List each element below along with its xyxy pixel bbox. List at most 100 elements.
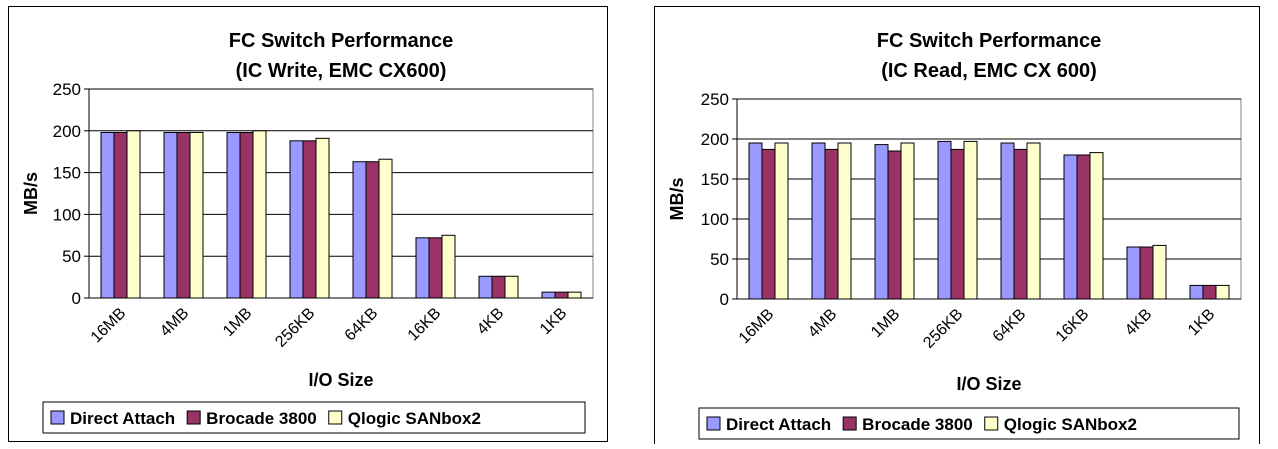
x-tick-label: 256KB: [920, 306, 966, 352]
x-tick-label: 16KB: [405, 305, 445, 345]
legend-label: Qlogic SANbox2: [348, 409, 481, 428]
legend-label: Direct Attach: [70, 409, 175, 428]
chart-write-svg: FC Switch Performance (IC Write, EMC CX60…: [21, 30, 594, 434]
chart-subtitle: (IC Read, EMC CX 600): [881, 60, 1097, 82]
legend-label: Brocade 3800: [206, 409, 317, 428]
bar-qlogic-sanbox2: [1089, 152, 1104, 300]
chart-read-svg: FC Switch Performance (IC Read, EMC CX 60…: [667, 30, 1242, 440]
y-tick-label: 50: [62, 247, 81, 266]
bar-qlogic-sanbox2: [189, 131, 204, 299]
bar-brocade-3800: [950, 148, 965, 300]
bar-brocade-3800: [1202, 284, 1217, 300]
bar-brocade-3800: [176, 131, 191, 299]
x-tick-label: 64KB: [342, 305, 382, 345]
x-axis-title: I/O Size: [956, 374, 1021, 394]
x-tick-label: 1KB: [1185, 306, 1218, 339]
legend-swatch: [706, 416, 721, 431]
chart-panel-right: FC Switch Performance (IC Read, EMC CX 60…: [654, 6, 1260, 444]
legend-swatch: [984, 416, 999, 431]
y-tick-label: 100: [701, 210, 729, 229]
bar-qlogic-sanbox2: [315, 137, 330, 299]
bar-direct-attach: [100, 131, 115, 299]
bar-direct-attach: [748, 142, 763, 300]
bar-qlogic-sanbox2: [378, 158, 393, 299]
bar-qlogic-sanbox2: [1152, 244, 1167, 300]
bar-qlogic-sanbox2: [567, 291, 582, 299]
y-tick-label: 0: [72, 289, 81, 308]
y-tick-label: 200: [53, 122, 81, 141]
x-tick-label: 16KB: [1053, 306, 1093, 346]
legend-swatch: [842, 416, 857, 431]
y-tick-label: 100: [53, 205, 81, 224]
x-tick-label: 16MB: [88, 305, 130, 347]
legend-label: Direct Attach: [726, 415, 831, 434]
bar-brocade-3800: [554, 291, 569, 299]
bar-direct-attach: [937, 140, 952, 300]
bar-direct-attach: [478, 275, 493, 299]
bar-qlogic-sanbox2: [963, 140, 978, 300]
bar-brocade-3800: [239, 131, 254, 299]
bar-qlogic-sanbox2: [504, 275, 519, 299]
legend-swatch: [50, 410, 65, 425]
legend-swatch: [328, 410, 343, 425]
bar-qlogic-sanbox2: [252, 130, 267, 299]
legend-box: [42, 401, 586, 434]
x-tick-label: 4MB: [157, 305, 192, 340]
bar-qlogic-sanbox2: [774, 142, 789, 300]
bar-qlogic-sanbox2: [1026, 142, 1041, 300]
x-tick-label: 4KB: [1122, 306, 1155, 339]
bar-direct-attach: [1063, 154, 1078, 300]
x-tick-label: 256KB: [272, 305, 318, 351]
x-tick-label: 16MB: [736, 306, 778, 348]
bar-direct-attach: [1000, 142, 1015, 300]
x-axis-title: I/O Size: [308, 370, 373, 390]
bar-qlogic-sanbox2: [837, 142, 852, 300]
bar-direct-attach: [1126, 246, 1141, 300]
bar-brocade-3800: [1076, 154, 1091, 300]
bar-qlogic-sanbox2: [900, 142, 915, 300]
bar-brocade-3800: [365, 161, 380, 299]
x-tick-label: 1MB: [220, 305, 255, 340]
legend-label: Qlogic SANbox2: [1004, 415, 1137, 434]
y-tick-label: 0: [720, 290, 729, 309]
bar-direct-attach: [163, 131, 178, 299]
bar-brocade-3800: [113, 131, 128, 299]
bar-direct-attach: [289, 140, 304, 299]
x-tick-label: 4KB: [474, 305, 507, 338]
legend-swatch: [186, 410, 201, 425]
y-tick-label: 150: [53, 164, 81, 183]
legend-label: Brocade 3800: [862, 415, 973, 434]
bar-brocade-3800: [1139, 246, 1154, 300]
y-axis-title: MB/s: [21, 172, 41, 215]
bar-direct-attach: [541, 291, 556, 299]
bar-qlogic-sanbox2: [126, 130, 141, 299]
x-tick-label: 1KB: [537, 305, 570, 338]
bar-direct-attach: [1189, 284, 1204, 300]
bar-brocade-3800: [824, 148, 839, 300]
chart-subtitle: (IC Write, EMC CX600): [236, 60, 447, 82]
bar-qlogic-sanbox2: [441, 234, 456, 299]
chart-panel-left: FC Switch Performance (IC Write, EMC CX60…: [8, 6, 608, 442]
bar-brocade-3800: [761, 148, 776, 300]
x-tick-label: 4MB: [805, 306, 840, 341]
bar-brocade-3800: [491, 275, 506, 299]
y-tick-label: 200: [701, 130, 729, 149]
bar-brocade-3800: [302, 140, 317, 299]
y-axis-title: MB/s: [667, 177, 687, 220]
bar-direct-attach: [226, 131, 241, 299]
bar-brocade-3800: [1013, 148, 1028, 300]
bar-direct-attach: [874, 144, 889, 300]
y-tick-label: 150: [701, 170, 729, 189]
bar-brocade-3800: [887, 150, 902, 300]
chart-title: FC Switch Performance: [229, 30, 454, 52]
y-tick-label: 250: [701, 90, 729, 109]
bar-qlogic-sanbox2: [1215, 284, 1230, 300]
bar-brocade-3800: [428, 237, 443, 299]
x-tick-label: 64KB: [990, 306, 1030, 346]
legend-box: [698, 407, 1240, 440]
bar-direct-attach: [415, 237, 430, 299]
y-tick-label: 50: [710, 250, 729, 269]
bar-direct-attach: [352, 161, 367, 299]
bar-direct-attach: [811, 142, 826, 300]
x-tick-label: 1MB: [868, 306, 903, 341]
